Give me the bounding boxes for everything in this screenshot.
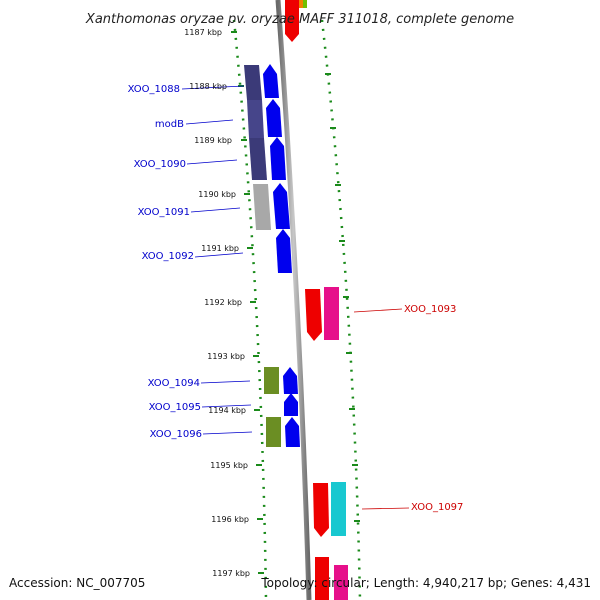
cog-box-purple	[244, 65, 262, 100]
gene-xoo-1095-arrow	[284, 393, 298, 416]
gene-label-xoo-1090[interactable]: XOO_1090	[134, 159, 186, 170]
gene-partial-green	[303, 0, 307, 8]
gene-xoo-1097-arrow	[313, 483, 329, 537]
label-leader-lines	[181, 85, 410, 510]
scale-labels: 1187 kbp 1188 kbp 1189 kbp 1190 kbp 1191…	[184, 28, 250, 578]
gene-xoo-1092-arrow	[276, 229, 292, 273]
leader-xoo-1094	[200, 380, 251, 384]
leader-xoo-1097	[361, 507, 410, 510]
tick-label: 1192 kbp	[204, 298, 242, 307]
gene-xoo-1088-arrow	[263, 64, 279, 98]
leader-xoo-1095	[201, 404, 252, 408]
gene-label-xoo-1088[interactable]: XOO_1088	[128, 84, 180, 95]
cog-box-olive	[264, 367, 279, 394]
outer-scale-ticks	[325, 73, 360, 522]
leader-xoo-1090	[186, 159, 238, 165]
cog-category-track	[244, 65, 281, 447]
leader-xoo-1091	[190, 207, 241, 213]
gene-label-xoo-1091[interactable]: XOO_1091	[138, 207, 190, 218]
tick-label: 1193 kbp	[207, 352, 245, 361]
leader-xoo-1088	[181, 85, 245, 90]
cog-box-purple	[247, 100, 264, 138]
cog-box-magenta	[324, 287, 339, 340]
gene-label-xoo-1093[interactable]: XOO_1093	[404, 304, 456, 315]
gene-xoo-1096-arrow	[285, 417, 300, 447]
gene-xoo-1090-arrow	[270, 137, 286, 180]
tick-label: 1195 kbp	[210, 461, 248, 470]
tick-label: 1187 kbp	[184, 28, 222, 37]
gene-reverse-partial	[285, 0, 299, 42]
gene-xoo-1094-arrow	[283, 367, 298, 394]
tick-label: 1189 kbp	[194, 136, 232, 145]
gene-xoo-1091-arrow	[273, 183, 290, 229]
cog-box-purple	[249, 138, 267, 180]
cog-box-gray	[253, 184, 271, 230]
tick-label: 1191 kbp	[201, 244, 239, 253]
gene-label-xoo-1097[interactable]: XOO_1097	[411, 502, 463, 513]
accession-text: Accession: NC_007705	[9, 576, 145, 590]
gene-partial-orange	[299, 0, 303, 8]
tick-label: 1194 kbp	[208, 406, 246, 415]
reverse-strand-genes	[305, 287, 348, 600]
map-title: Xanthomonas oryzae pv. oryzae MAFF 31101…	[85, 12, 514, 27]
leader-xoo-1092	[194, 252, 244, 258]
gene-label-xoo-1094[interactable]: XOO_1094	[148, 378, 200, 389]
gene-partial-bottom-magenta	[334, 565, 348, 600]
gene-label-xoo-1096[interactable]: XOO_1096	[150, 429, 202, 440]
top-partial-features	[285, 0, 307, 42]
tick-label: 1190 kbp	[198, 190, 236, 199]
cog-box-olive	[266, 417, 281, 447]
gene-label-xoo-1092[interactable]: XOO_1092	[142, 251, 194, 262]
cog-box-cyan	[331, 482, 346, 536]
tick-label: 1196 kbp	[211, 515, 249, 524]
leader-xoo-1093	[353, 308, 403, 313]
gene-labels: XOO_1088 modB XOO_1090 XOO_1091 XOO_1092…	[128, 84, 464, 513]
forward-strand-genes	[263, 64, 300, 447]
leader-xoo-1096	[202, 431, 253, 435]
leader-modb	[185, 119, 234, 125]
topology-text: Topology: circular; Length: 4,940,217 bp…	[260, 576, 591, 590]
gene-xoo-1093-arrow	[305, 289, 322, 341]
tick-label: 1188 kbp	[189, 82, 227, 91]
tick-label: 1197 kbp	[212, 569, 250, 578]
gene-partial-bottom-red	[315, 557, 329, 600]
gene-label-modb[interactable]: modB	[155, 119, 184, 130]
gene-label-xoo-1095[interactable]: XOO_1095	[149, 402, 201, 413]
genome-backbone	[275, 0, 312, 600]
gene-modb-arrow	[266, 99, 282, 137]
